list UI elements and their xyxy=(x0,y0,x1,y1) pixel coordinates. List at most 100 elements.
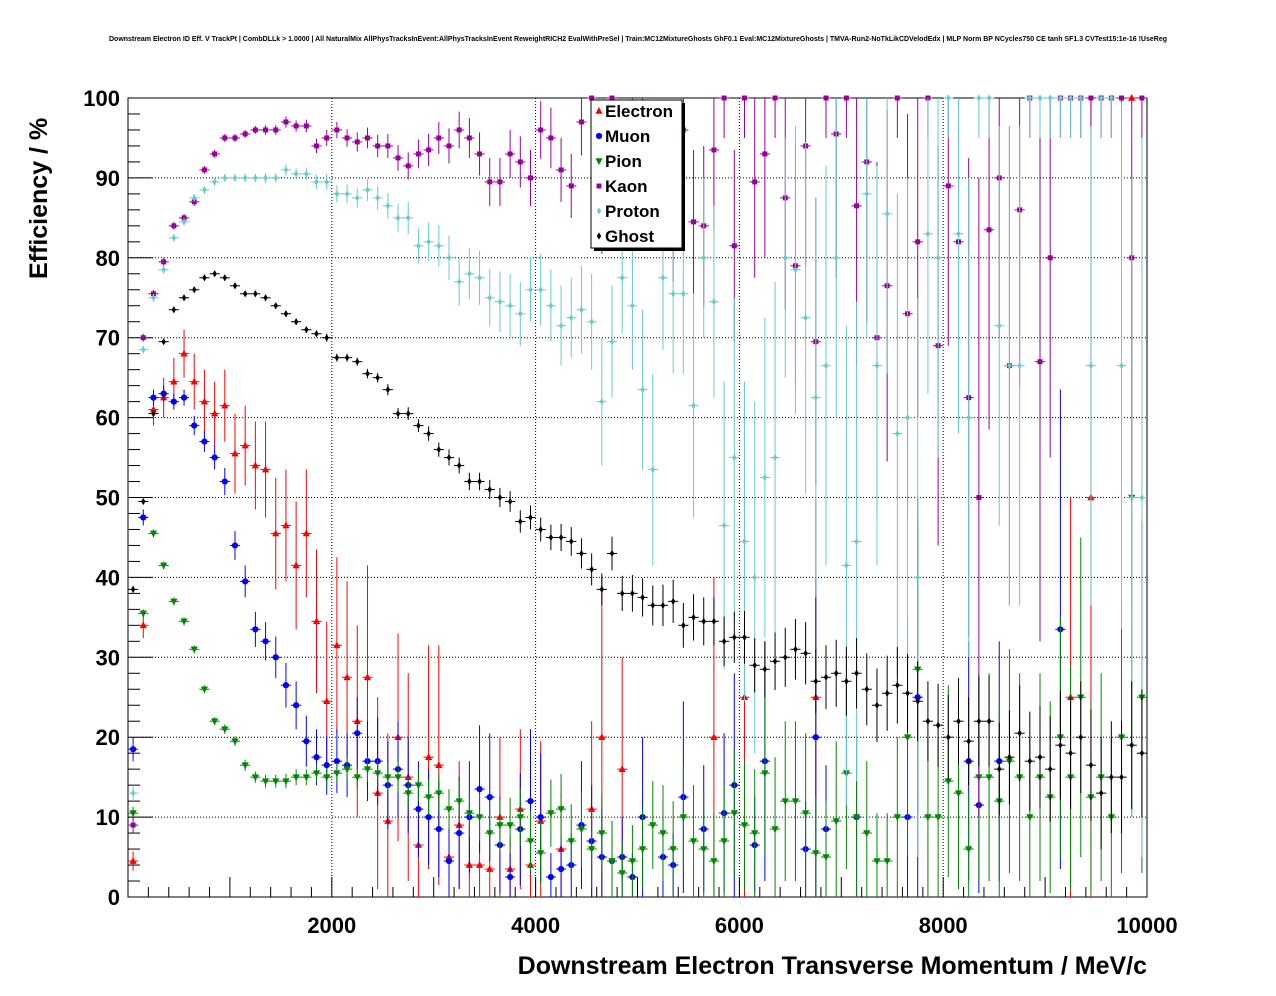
data-point xyxy=(997,322,1002,330)
data-point xyxy=(518,517,523,526)
data-point xyxy=(261,778,270,786)
data-point xyxy=(496,822,504,830)
data-point xyxy=(1047,765,1053,773)
data-point xyxy=(630,302,635,310)
data-point xyxy=(1119,95,1125,101)
data-point xyxy=(976,94,982,102)
data-point xyxy=(589,565,594,574)
data-point xyxy=(406,214,411,222)
data-point xyxy=(954,790,963,798)
data-point xyxy=(660,274,666,282)
data-point xyxy=(915,573,920,581)
data-point xyxy=(497,298,503,306)
y-tick-label: 20 xyxy=(96,725,120,750)
data-point xyxy=(415,151,421,157)
data-point xyxy=(1109,773,1114,781)
data-point xyxy=(1139,749,1145,757)
data-point xyxy=(986,717,992,725)
data-point xyxy=(354,730,361,737)
data-point xyxy=(843,95,849,101)
data-point xyxy=(149,405,158,413)
data-point xyxy=(681,621,686,629)
data-point xyxy=(1088,761,1094,769)
data-point xyxy=(190,377,198,385)
data-point xyxy=(812,850,820,858)
y-tick-label: 40 xyxy=(96,565,120,590)
data-point xyxy=(873,858,881,866)
data-point xyxy=(598,733,606,740)
data-point xyxy=(212,151,218,157)
data-point xyxy=(946,94,951,102)
data-point xyxy=(548,533,554,542)
data-point xyxy=(528,286,533,294)
data-point xyxy=(793,266,798,274)
data-point xyxy=(628,858,637,866)
data-point xyxy=(161,266,166,274)
data-point xyxy=(1047,94,1053,102)
data-point xyxy=(466,135,472,141)
data-point xyxy=(333,758,341,765)
data-point xyxy=(283,166,289,174)
data-point xyxy=(701,254,706,262)
data-point xyxy=(190,646,198,654)
data-point xyxy=(477,274,482,282)
data-point xyxy=(598,830,606,838)
legend-marker xyxy=(596,183,602,189)
data-point xyxy=(130,585,136,593)
data-point xyxy=(436,135,442,141)
data-point xyxy=(333,641,341,649)
data-point xyxy=(363,766,372,774)
data-point xyxy=(732,453,737,462)
data-point xyxy=(455,798,463,806)
data-point xyxy=(793,645,798,653)
data-point xyxy=(241,441,249,449)
data-point xyxy=(742,95,747,101)
y-tick-label: 70 xyxy=(96,326,120,351)
data-point xyxy=(691,402,696,410)
data-point xyxy=(650,465,655,474)
data-point xyxy=(467,270,472,278)
data-point xyxy=(569,314,574,322)
data-point xyxy=(925,717,931,725)
data-point xyxy=(171,306,177,314)
data-point xyxy=(740,822,749,830)
data-point xyxy=(670,597,676,605)
data-point xyxy=(324,178,329,186)
data-point xyxy=(180,618,188,626)
data-point xyxy=(812,734,819,741)
data-point xyxy=(416,421,421,430)
data-point xyxy=(181,294,187,302)
data-point xyxy=(272,778,280,786)
data-point xyxy=(1078,733,1083,741)
data-point xyxy=(242,290,248,298)
data-point xyxy=(272,654,279,661)
data-point xyxy=(435,790,443,798)
data-point xyxy=(589,318,594,326)
data-point xyxy=(201,167,207,173)
data-point xyxy=(1119,362,1124,370)
data-point xyxy=(1129,493,1134,502)
data-point xyxy=(640,386,645,394)
data-point xyxy=(731,243,737,249)
data-point xyxy=(986,227,992,233)
data-point xyxy=(242,131,248,137)
y-tick-label: 60 xyxy=(96,406,120,431)
data-point xyxy=(711,147,717,153)
data-point xyxy=(1007,362,1012,370)
legend-marker xyxy=(595,158,603,165)
legend-marker xyxy=(596,232,602,240)
data-point xyxy=(823,362,829,370)
data-point xyxy=(202,274,207,282)
data-point xyxy=(588,846,596,854)
data-point xyxy=(689,838,698,846)
data-point xyxy=(181,218,187,226)
data-point xyxy=(894,95,900,101)
data-point xyxy=(762,665,768,673)
data-point xyxy=(302,529,310,537)
data-point xyxy=(200,686,209,694)
series-ghost xyxy=(128,270,1147,850)
data-point xyxy=(608,858,616,866)
data-point xyxy=(425,813,432,821)
data-point xyxy=(783,254,788,262)
